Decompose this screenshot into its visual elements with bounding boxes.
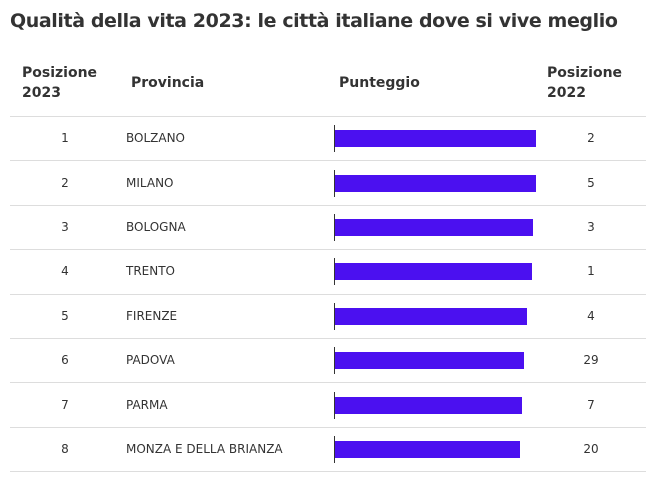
score-bar	[334, 130, 536, 148]
rank-2022: 7	[587, 397, 595, 412]
rank-2023: 8	[61, 442, 69, 456]
score-bar	[334, 441, 520, 458]
province: FIRENZE	[126, 308, 178, 323]
row-divider	[10, 471, 646, 473]
score-bar	[334, 396, 522, 414]
column-header: Posizione 2023	[22, 65, 98, 101]
bar-baseline	[334, 347, 335, 375]
rank-2022: 3	[587, 220, 595, 234]
province: MONZA E DELLA BRIANZA	[126, 442, 283, 456]
row-divider	[10, 249, 646, 251]
column-header: Posizione 2022	[547, 65, 623, 101]
row-divider	[10, 426, 646, 428]
score-bar	[334, 307, 527, 325]
rank-2022: 1	[587, 264, 595, 279]
province: PADOVA	[126, 353, 175, 368]
rank-2022: 20	[583, 442, 599, 456]
rank-2023: 6	[61, 353, 69, 368]
bar-baseline	[334, 169, 335, 197]
column-header: Provincia	[131, 75, 205, 91]
rank-2022: 5	[587, 175, 595, 190]
province: BOLOGNA	[126, 220, 186, 234]
bar-baseline	[334, 214, 335, 241]
rank-2023: 5	[61, 308, 69, 323]
rank-2023: 1	[61, 131, 69, 146]
bar-baseline	[334, 391, 335, 419]
province: PARMA	[126, 397, 168, 412]
rank-2022: 4	[587, 308, 595, 323]
score-bar	[334, 174, 536, 192]
score-bar	[334, 219, 533, 236]
rank-2023: 4	[61, 264, 69, 279]
row-divider	[10, 116, 646, 117]
row-divider	[10, 338, 646, 339]
province: MILANO	[126, 175, 174, 190]
title: Qualità della vita 2023: le città italia…	[10, 10, 618, 32]
bar-baseline	[334, 125, 335, 153]
rank-2023: 2	[61, 175, 69, 190]
bar-baseline	[334, 302, 335, 330]
column-header: Punteggio	[339, 75, 420, 91]
score-bar	[334, 263, 532, 281]
province: TRENTO	[126, 264, 176, 279]
row-divider	[10, 204, 646, 206]
row-divider	[10, 382, 646, 384]
bar-baseline	[334, 258, 335, 286]
row-divider	[10, 160, 646, 162]
rank-2022: 29	[583, 353, 599, 368]
province: BOLZANO	[126, 131, 186, 146]
rank-2023: 3	[61, 220, 69, 234]
bar-baseline	[334, 436, 335, 463]
score-bar	[334, 352, 524, 370]
rank-2022: 2	[587, 131, 595, 146]
row-divider	[10, 293, 646, 295]
rank-2023: 7	[61, 397, 69, 412]
